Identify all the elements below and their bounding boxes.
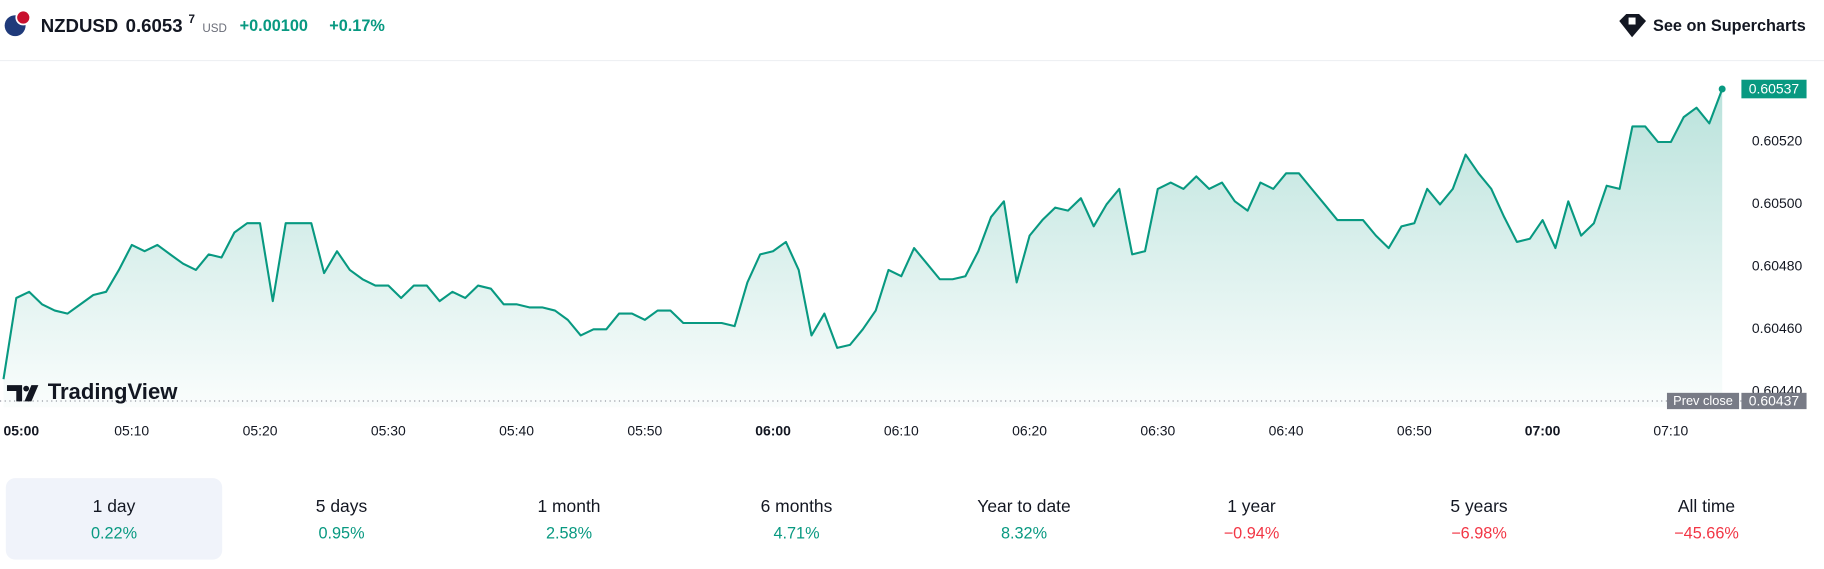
tab-label[interactable]: 5 days [316,496,368,516]
x-tick-label: 05:30 [371,422,406,438]
price: 0.6053 [126,15,183,36]
change-percent: +0.17% [329,17,385,35]
tab-label[interactable]: Year to date [977,496,1070,516]
tab-value[interactable]: −0.94% [1224,524,1280,542]
last-point [1718,85,1726,93]
tab-value[interactable]: −45.66% [1674,524,1739,542]
plot: 0.604400.604600.604800.605000.6052005:00… [0,79,1807,438]
x-tick-label: 06:40 [1269,422,1304,438]
symbol[interactable]: NZDUSD [41,15,119,36]
x-tick-label: 05:40 [499,422,534,438]
tab-value[interactable]: 8.32% [1001,524,1047,542]
x-tick-label: 06:10 [884,422,919,438]
prev-close-tag-label: Prev close [1673,393,1733,408]
prev-close-tag [1666,392,1740,410]
y-tick-label: 0.60480 [1752,258,1803,274]
last-price-label: 0.60537 [1749,80,1800,96]
prev-close-badge [1741,392,1807,410]
tab-selected [5,478,223,560]
tab-label[interactable]: 6 months [761,496,833,516]
supercharts-link[interactable]: See on Supercharts [1653,17,1806,35]
tab-label[interactable]: 1 month [537,496,600,516]
x-tick-label: 05:10 [114,422,149,438]
tab-value[interactable]: 4.71% [773,524,819,542]
flag [4,9,32,37]
last-price-badge [1741,79,1807,99]
tab-label[interactable]: All time [1678,496,1735,516]
x-tick-label: 06:50 [1397,422,1432,438]
y-tick-label: 0.60460 [1752,320,1803,336]
area [3,89,1723,408]
x-tick-label: 07:00 [1525,422,1561,438]
logo-icon [6,385,39,402]
x-tick-label: 06:00 [755,422,791,438]
tab-value[interactable]: 0.95% [318,524,364,542]
price-fraction: 7 [188,13,194,26]
tab-value[interactable]: 2.58% [546,524,592,542]
price-line [2,88,1724,380]
tab-label[interactable]: 1 day [93,496,136,516]
x-tick-label: 05:20 [243,422,278,438]
x-tick-label: 06:20 [1012,422,1047,438]
logo-text[interactable]: TradingView [48,379,179,404]
y-tick-label: 0.60520 [1752,133,1803,149]
currency: USD [202,22,227,35]
prev-close-value: 0.60437 [1749,392,1800,408]
x-tick-label: 05:50 [627,422,662,438]
supercharts-icon[interactable] [1619,14,1647,38]
tab-label[interactable]: 1 year [1227,496,1276,516]
x-tick-label: 07:10 [1653,422,1688,438]
y-tick-label: 0.60500 [1752,195,1803,211]
x-tick-label: 05:00 [3,422,39,438]
tab-value[interactable]: −6.98% [1451,524,1507,542]
x-tick-label: 06:30 [1140,422,1175,438]
period-tabs: 1 day 0.22% 5 days 0.95% 1 month 2.58% 6 month… [5,478,1739,560]
change: +0.00100 [240,17,308,35]
tab-label[interactable]: 5 years [1450,496,1507,516]
tab-value[interactable]: 0.22% [91,524,137,542]
